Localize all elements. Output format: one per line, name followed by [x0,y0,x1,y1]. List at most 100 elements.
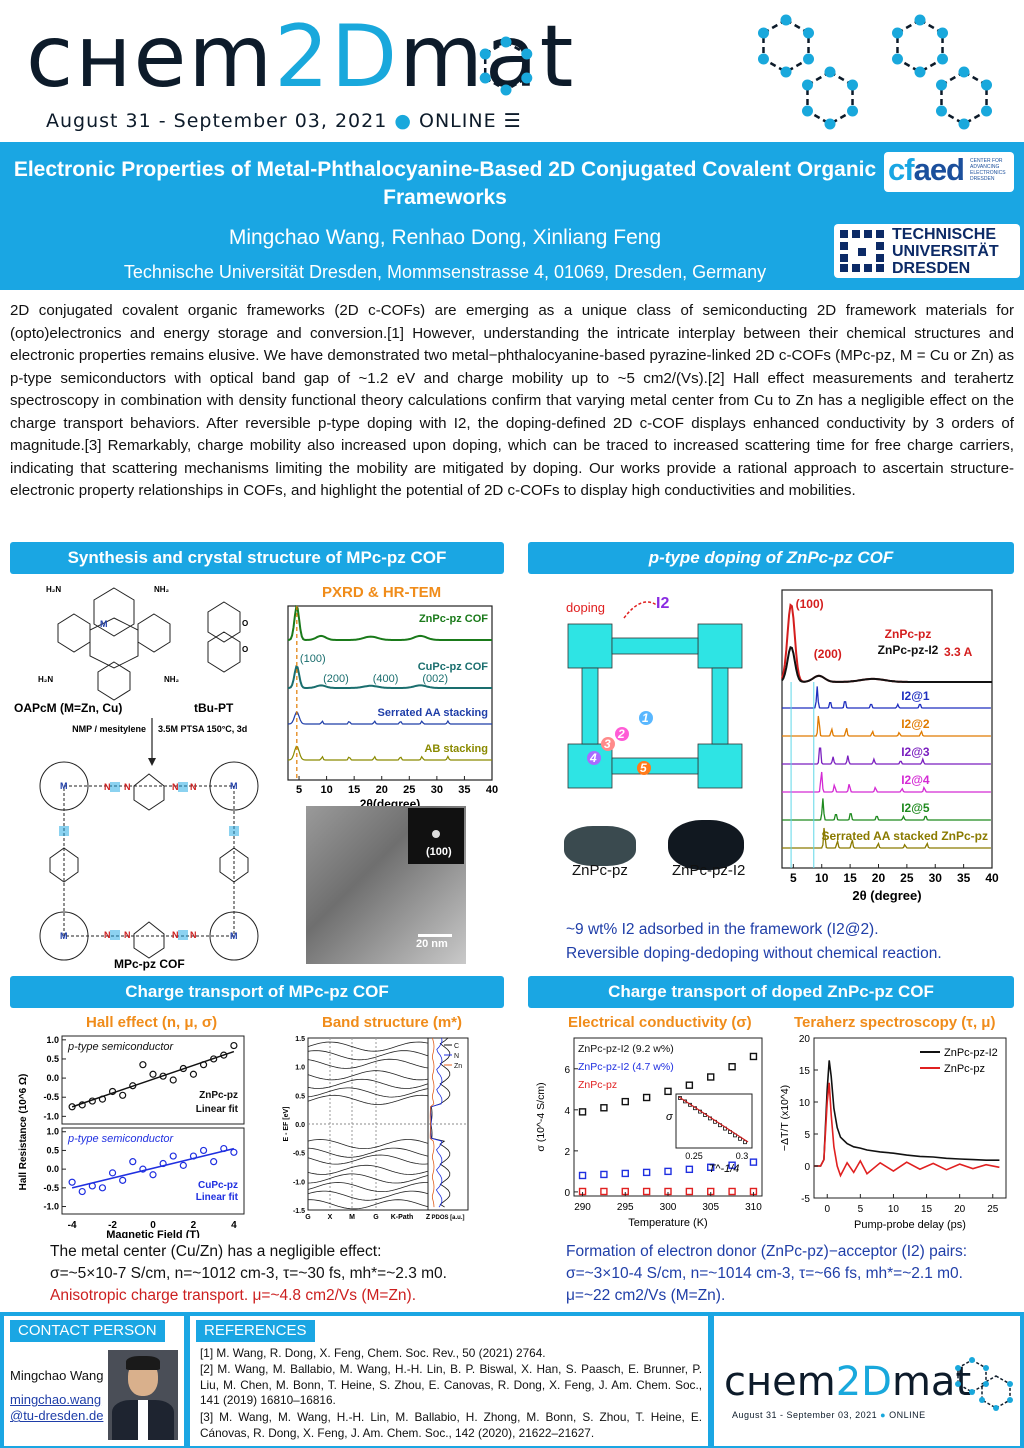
svg-text:2: 2 [617,727,625,741]
inset-fit-line [678,1096,749,1143]
hexagon-node [479,48,491,60]
x-tick-label: 25 [403,784,415,796]
band-line [307,1087,429,1098]
band-line [307,1182,428,1192]
series-label: ZnPc-pz-I2 (4.7 w%) [578,1061,674,1073]
series-label: ZnPc-pz COF [419,613,488,625]
hall-point [68,1178,76,1186]
y-tick-label: 10 [799,1098,811,1109]
hall-point [199,1146,208,1155]
photo-label-right: ZnPc-pz-I2 [672,862,746,879]
x-tick-label: G [305,1214,311,1221]
conductivity-point [707,1163,715,1171]
doped-series-line [782,771,991,793]
annotation-label: 3.3 A [944,645,973,659]
y-tick-label: -0.5 [43,1183,59,1193]
cfaed-logo: cfaed CENTER FOR ADVANCING ELECTRONICS D… [884,152,1014,192]
x-axis-label: 2θ (degree) [852,888,921,903]
hall-point [139,1165,147,1173]
hall-point [78,1187,86,1196]
svg-text:M: M [60,931,68,941]
x-tick-label: 300 [660,1202,677,1213]
svg-text:O: O [242,645,248,654]
doped-series-line [782,686,991,709]
online-text: ONLINE [419,110,497,132]
hexagon-ring [896,18,944,74]
legend-label: ZnPc-pz [199,1090,238,1101]
hall-point [230,1041,238,1050]
x-tick-label: 40 [985,871,999,885]
peak-label: (200) [323,673,349,685]
x-tick-label: 20 [376,784,388,796]
x-tick-label: 30 [929,871,943,885]
cfaed-word: cfaed [888,152,965,187]
series-label: I2@5 [901,801,930,815]
conductivity-point [578,1171,587,1180]
band-line [307,1139,429,1149]
avatar [108,1350,178,1440]
conductivity-point [728,1063,736,1071]
band-line [308,1199,429,1210]
x-axis-label: Temperature (K) [628,1217,707,1229]
hexagon-node [937,53,949,65]
thz-series-line [814,1082,1000,1178]
band-line [307,1173,429,1184]
thz-chart: ZnPc-pz-I2 ZnPc-pz 0 5 10 15 20 25 -5 0 5 10 15 20 Pum… [779,1034,1007,1231]
abstract: 2D conjugated covalent organic framework… [10,302,1014,499]
product-label: MPc-pz COF [114,957,185,971]
hall-point [220,1051,228,1059]
tud-text: TECHNISCHE UNIVERSITÄT DRESDEN [892,226,999,277]
series-label: Serrated AA stacking [378,707,488,719]
oapc-structure [57,587,171,701]
hall-point [169,1152,177,1160]
conductivity-point [728,1161,736,1169]
hall-point [189,1152,198,1160]
x-axis-label: 2θ(degree) [360,797,421,806]
conductivity-point [600,1187,608,1196]
svg-text:O: O [242,619,248,628]
pxrd-series-line [287,745,492,761]
x-tick-label: 35 [458,784,470,796]
legend-label: CuPc-pz [198,1180,238,1191]
inset-x-tick-label: 0.3 [736,1151,749,1161]
x-tick-label: 35 [957,871,971,885]
y-tick-label: 6 [564,1065,570,1076]
contact-email-2[interactable]: @tu-dresden.de [10,1408,104,1423]
hexagon-node [803,53,815,65]
transport-caption-3: Anisotropic charge transport. μ=~4.8 cm2… [50,1287,417,1304]
x-tick-label: 290 [574,1202,591,1213]
band-line [307,1154,429,1165]
reference-3: [3] M. Wang, M. Wang, H.-H. Lin, M. Ball… [200,1410,702,1440]
hall-point [159,1072,167,1080]
dot-icon: ● [394,110,412,132]
hall-point [149,1171,157,1179]
peak-label: (100) [796,597,824,611]
y-tick-label: -1.0 [43,1202,59,1212]
x-tick-label: 30 [431,784,443,796]
x-tick-label: 10 [888,1204,900,1215]
doped-series-line [782,715,991,737]
x-tick-label: 305 [702,1202,719,1213]
contact-email-1[interactable]: mingchao.wang [10,1392,102,1407]
conductivity-point [600,1104,608,1112]
scale-bar-label: 20 nm [416,938,448,950]
pdos-line [430,1037,443,1208]
y-tick-label: 0 [804,1162,810,1173]
series-label: ZnPc-pz [578,1079,617,1091]
x-tick-label: 15 [348,784,360,796]
x-tick-label: 0 [824,1204,830,1215]
wifi-icon: ☰ [503,110,522,132]
y-tick-label: 0 [564,1188,570,1199]
conductivity-point [642,1187,651,1196]
band-line [307,1078,429,1089]
y-tick-label: 0.0 [295,1122,305,1129]
conference-dates: August 31 - September 03, 2021 ● ONLINE … [46,110,522,132]
pxrd-series-line [287,665,492,689]
section-header-doping: p-type doping of ZnPc-pz COF [528,542,1014,574]
x-tick-label: G [373,1214,379,1221]
svg-text:N: N [104,930,111,940]
series-label: CuPc-pz COF [418,661,489,673]
hall-point [199,1061,208,1069]
x-tick-label: 295 [617,1202,634,1213]
